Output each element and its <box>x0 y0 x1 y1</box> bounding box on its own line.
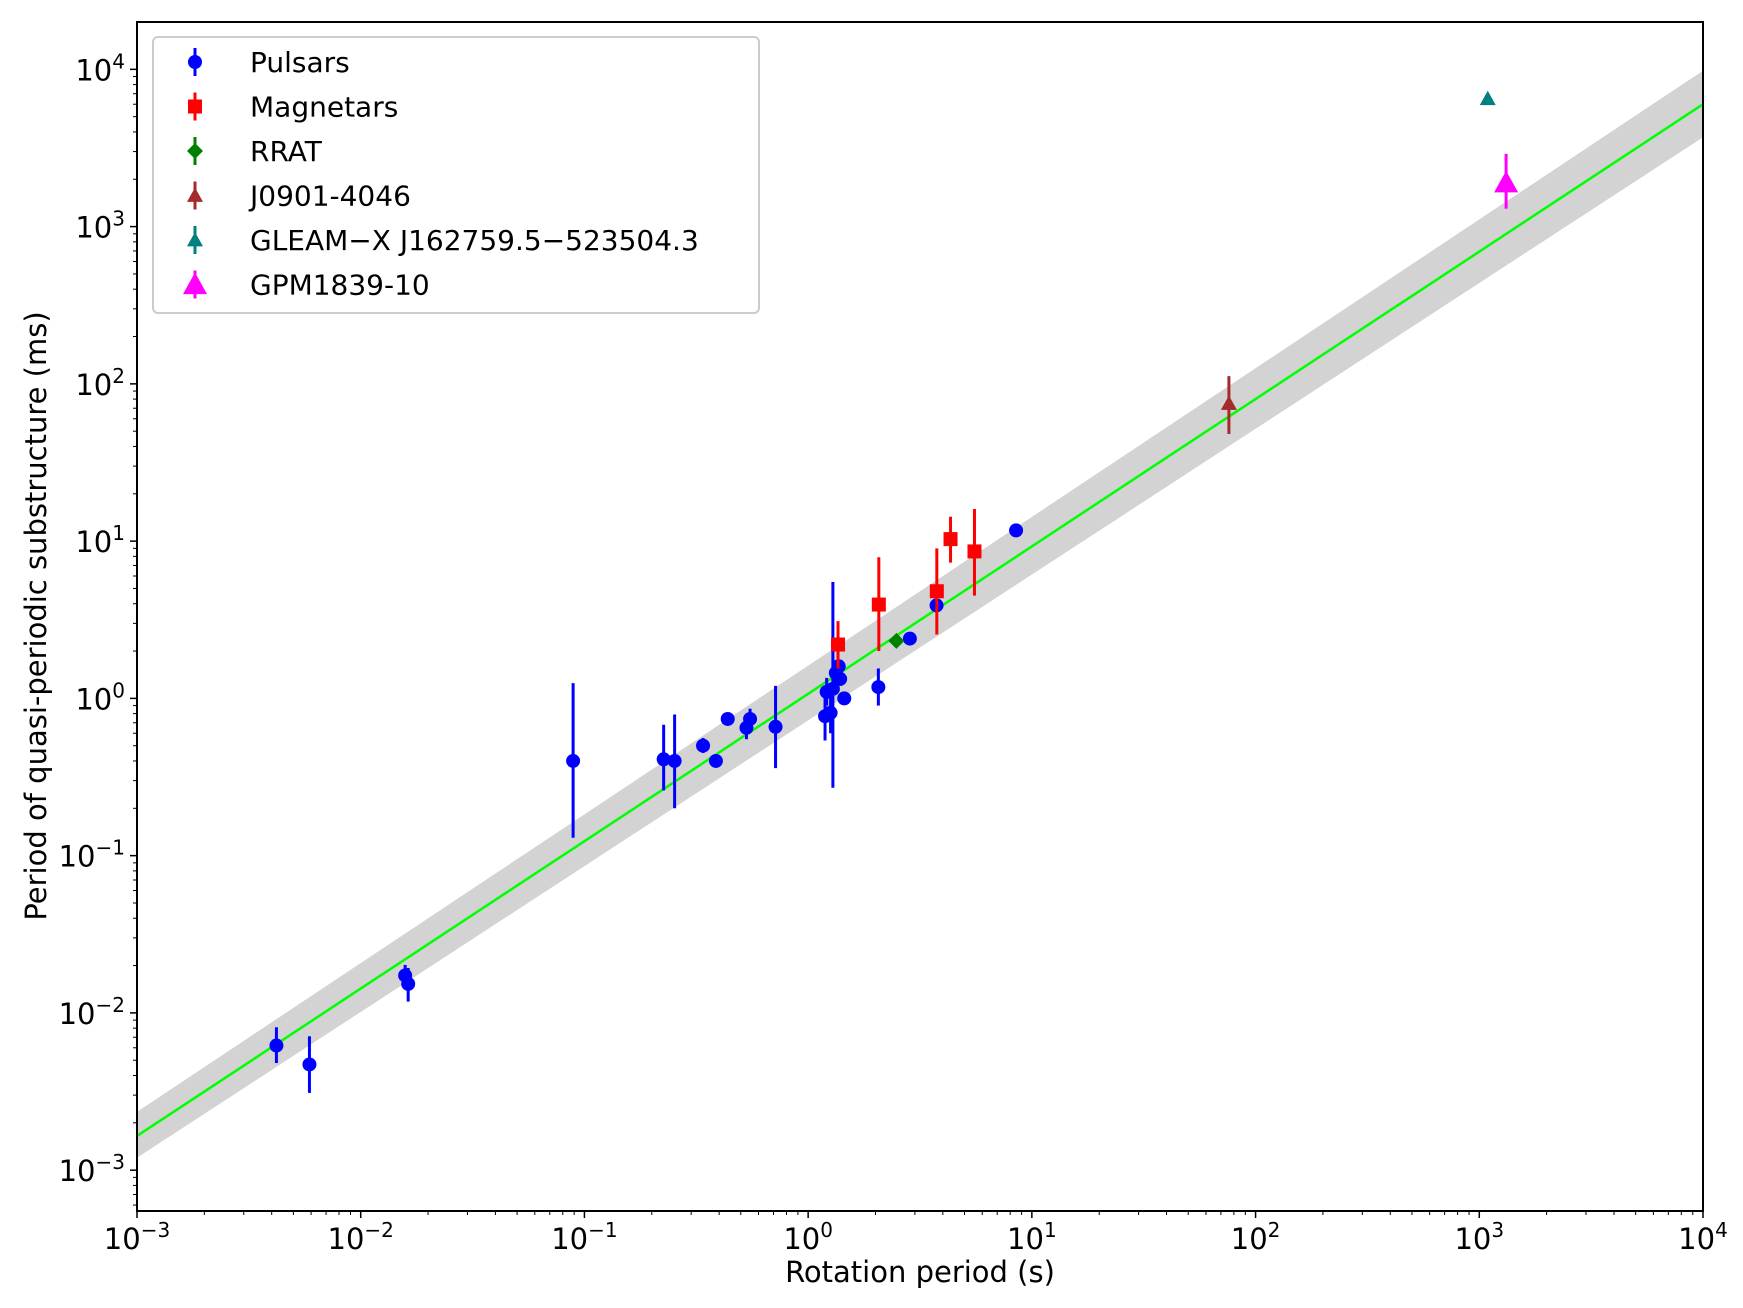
x-tick-label: 102 <box>1231 1218 1281 1256</box>
data-point <box>823 705 838 720</box>
legend: Pulsars Magnetars RRAT J0901-4046 GLEAM−X J1… <box>152 36 760 314</box>
x-axis-label: Rotation period (s) <box>785 1255 1055 1289</box>
fit-line <box>136 103 1704 1138</box>
legend-label: Magnetars <box>250 91 398 124</box>
legend-label: GLEAM−X J162759.5−523504.3 <box>250 224 699 257</box>
data-point <box>401 976 416 991</box>
x-tick-label: 104 <box>1678 1218 1728 1256</box>
series-0 <box>269 523 1024 1093</box>
legend-label: J0901-4046 <box>248 180 411 213</box>
legend-entry: RRAT <box>187 135 323 168</box>
data-point <box>833 671 848 686</box>
series-2 <box>888 632 905 649</box>
legend-entry: Magnetars <box>188 91 398 124</box>
data-point <box>888 632 905 649</box>
data-point <box>967 544 982 559</box>
series-4 <box>1479 90 1496 106</box>
legend-frame <box>152 36 760 314</box>
legend-marker <box>188 55 202 69</box>
legend-entry: GLEAM−X J162759.5−523504.3 <box>187 224 699 257</box>
y-tick-label: 104 <box>75 49 125 87</box>
legend-label: Pulsars <box>250 46 350 79</box>
legend-label: GPM1839-10 <box>250 269 430 302</box>
legend-marker <box>187 143 203 159</box>
x-tick-label: 10−2 <box>328 1218 394 1256</box>
data-point <box>1494 170 1519 193</box>
legend-entry: GPM1839-10 <box>183 269 430 302</box>
y-tick-label: 101 <box>75 521 125 559</box>
series-5 <box>1494 153 1519 209</box>
y-axis-label: Period of quasi-periodic substructure (m… <box>19 311 53 920</box>
data-point <box>837 691 852 706</box>
y-tick-label: 10−1 <box>59 836 125 874</box>
legend-marker <box>187 232 203 247</box>
data-points-layer <box>269 90 1519 1093</box>
data-point <box>720 711 735 726</box>
data-point <box>929 584 944 599</box>
data-point <box>943 532 958 547</box>
fit-confidence-band-layer <box>137 70 1703 1158</box>
fit-line-layer <box>136 103 1704 1138</box>
fit-confidence-band <box>137 70 1703 1158</box>
series-1 <box>831 509 982 669</box>
data-point <box>566 753 581 768</box>
x-tick-label: 103 <box>1454 1218 1504 1256</box>
data-point <box>1479 90 1496 106</box>
data-point <box>708 753 723 768</box>
axis-ticks-layer: 10−3 10−2 10−1 100 101 102 103 104 10−3 10−2 10−1 1… <box>59 49 1728 1256</box>
data-point <box>902 631 917 646</box>
legend-marker <box>188 99 202 114</box>
legend-marker <box>183 272 207 295</box>
x-tick-label: 10−1 <box>551 1218 617 1256</box>
data-point <box>768 719 783 734</box>
y-tick-label: 10−3 <box>59 1150 125 1188</box>
data-point <box>743 711 758 726</box>
data-point <box>696 738 711 753</box>
data-point <box>871 597 886 612</box>
legend-entry: Pulsars <box>188 46 350 79</box>
data-point <box>831 637 846 652</box>
legend-entry: J0901-4046 <box>187 180 411 213</box>
plot-frame <box>136 21 1704 1212</box>
y-tick-label: 10−2 <box>59 993 125 1031</box>
series-3 <box>1220 376 1237 434</box>
legend-label: RRAT <box>250 135 323 168</box>
data-point <box>667 753 682 768</box>
data-point <box>656 752 671 767</box>
x-tick-label: 10−3 <box>104 1218 170 1256</box>
y-tick-label: 102 <box>75 364 125 402</box>
legend-marker <box>187 187 203 202</box>
y-tick-label: 103 <box>75 207 125 245</box>
data-point <box>269 1038 284 1053</box>
x-tick-label: 100 <box>783 1218 833 1256</box>
data-point <box>1220 395 1237 410</box>
x-tick-label: 101 <box>1007 1218 1057 1256</box>
data-point <box>302 1057 317 1072</box>
data-point <box>1009 523 1024 538</box>
data-point <box>871 680 886 695</box>
y-tick-label: 100 <box>75 678 125 716</box>
